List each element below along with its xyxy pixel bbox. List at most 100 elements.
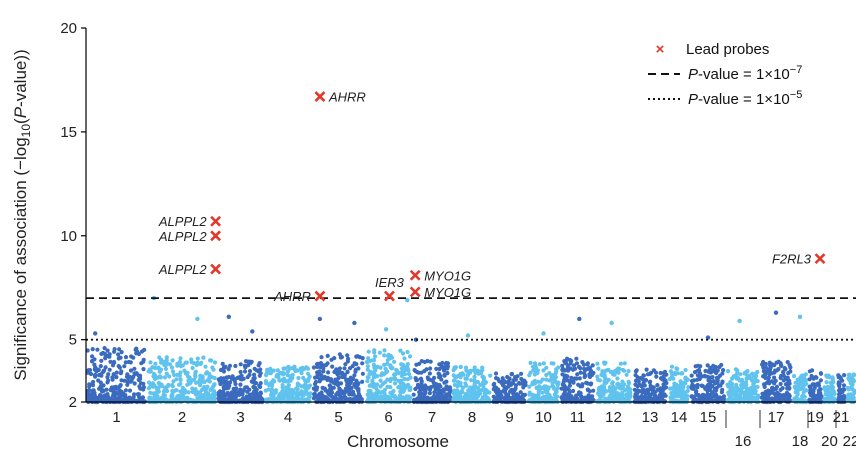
data-point xyxy=(675,371,680,376)
data-point xyxy=(693,384,698,389)
data-point xyxy=(542,384,547,389)
data-point xyxy=(738,378,743,383)
data-point xyxy=(778,381,783,387)
x-tick-label: 9 xyxy=(505,409,513,426)
data-point xyxy=(655,383,660,388)
data-point xyxy=(87,368,93,373)
data-point xyxy=(647,371,653,376)
data-point xyxy=(549,361,554,366)
data-point xyxy=(807,369,813,374)
data-point xyxy=(368,369,373,374)
data-point xyxy=(385,377,390,382)
data-point xyxy=(544,365,549,370)
data-point xyxy=(493,371,499,376)
x-tick-label: 19 xyxy=(807,409,824,426)
data-point xyxy=(850,393,855,398)
data-point xyxy=(251,384,256,390)
data-point xyxy=(705,363,710,368)
lead-probe-stroke xyxy=(814,253,826,265)
data-point xyxy=(526,399,531,404)
data-point xyxy=(126,359,131,365)
data-point xyxy=(615,370,620,375)
data-point xyxy=(235,375,240,380)
data-point xyxy=(205,396,210,401)
data-point xyxy=(345,369,350,374)
data-point xyxy=(689,373,694,378)
data-point xyxy=(718,383,723,388)
data-point xyxy=(157,355,162,360)
legend-lead-marker: × xyxy=(656,41,665,58)
data-point xyxy=(123,360,128,365)
x-tick-label: 21 xyxy=(833,409,850,426)
lead-probe-stroke xyxy=(210,230,222,242)
data-point xyxy=(543,396,548,401)
data-point xyxy=(150,365,155,370)
data-point xyxy=(237,392,242,397)
data-point xyxy=(566,391,571,396)
data-point xyxy=(735,398,740,403)
data-point xyxy=(572,376,577,381)
data-point xyxy=(534,385,539,390)
data-point xyxy=(701,393,706,398)
data-point xyxy=(639,393,644,399)
data-point xyxy=(238,382,243,387)
data-point xyxy=(382,362,387,367)
data-point xyxy=(269,380,275,385)
data-point xyxy=(227,363,233,368)
y-tick-label: 10 xyxy=(60,228,77,245)
data-point xyxy=(674,366,679,371)
data-point xyxy=(685,388,690,393)
data-point xyxy=(456,373,461,378)
lead-probe-label: ALPPL2 xyxy=(158,214,207,229)
lead-probe-marker xyxy=(409,269,421,281)
data-point xyxy=(277,378,282,383)
data-point xyxy=(114,370,119,375)
data-point xyxy=(216,377,221,382)
data-point xyxy=(123,388,128,393)
data-point xyxy=(90,347,95,352)
data-point xyxy=(814,394,819,399)
data-point xyxy=(703,368,708,374)
data-point xyxy=(769,371,774,376)
data-point xyxy=(447,386,453,391)
data-point xyxy=(812,385,817,390)
data-point xyxy=(556,365,561,370)
data-point xyxy=(183,371,188,376)
data-point xyxy=(164,355,169,360)
data-point xyxy=(415,382,421,387)
data-point xyxy=(311,396,316,401)
data-point xyxy=(801,390,806,395)
data-point xyxy=(644,367,649,372)
x-tick-label: 22 xyxy=(843,433,856,450)
data-point xyxy=(389,399,394,404)
data-point xyxy=(496,387,501,392)
data-point xyxy=(808,384,813,389)
data-point xyxy=(226,367,231,372)
data-point xyxy=(521,378,527,383)
data-point xyxy=(378,365,383,370)
data-point xyxy=(218,367,224,373)
data-point xyxy=(342,366,347,371)
data-point xyxy=(405,349,410,355)
data-point xyxy=(141,357,146,362)
data-point xyxy=(302,366,307,371)
data-point xyxy=(408,385,413,390)
data-point xyxy=(248,394,253,399)
data-point xyxy=(91,379,96,385)
data-point xyxy=(138,373,143,378)
data-point xyxy=(664,380,669,386)
data-point xyxy=(555,394,560,399)
data-point xyxy=(784,391,789,396)
data-point xyxy=(179,389,185,394)
data-point xyxy=(710,390,715,395)
data-point xyxy=(618,361,624,366)
data-point xyxy=(414,378,419,383)
data-point xyxy=(807,377,812,382)
data-point xyxy=(774,384,780,389)
data-point xyxy=(116,352,121,357)
data-point xyxy=(406,397,412,402)
data-point xyxy=(633,394,638,399)
data-point xyxy=(727,393,733,398)
data-point xyxy=(335,382,340,388)
data-point xyxy=(87,384,92,389)
